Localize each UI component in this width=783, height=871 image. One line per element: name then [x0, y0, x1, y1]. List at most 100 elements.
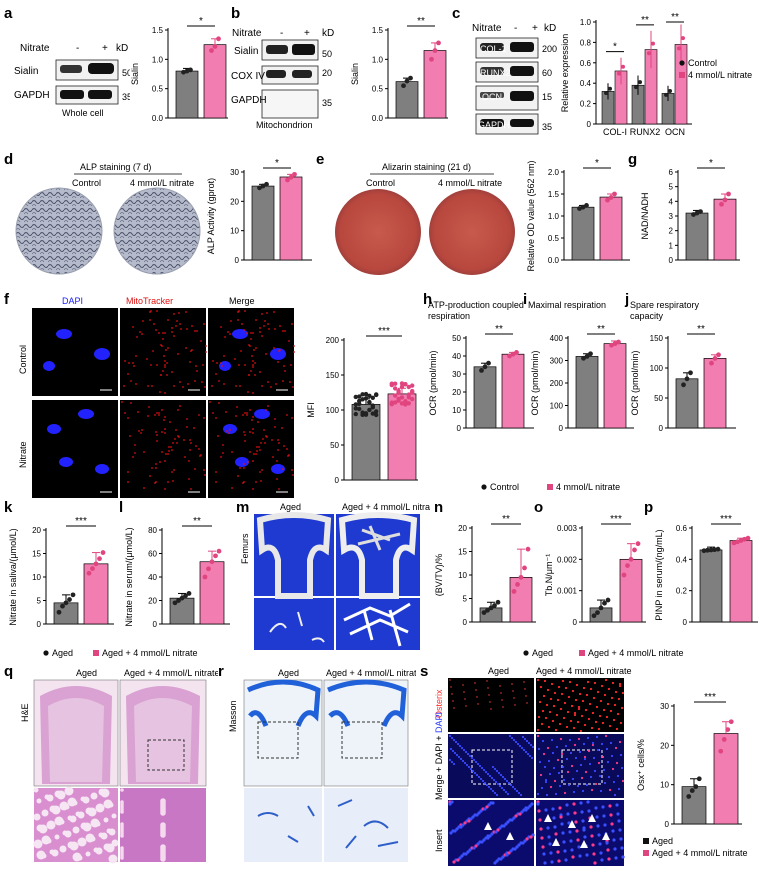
- osterix-dot: [565, 725, 569, 729]
- insert-dot: [564, 858, 568, 862]
- dapi-dot: [571, 777, 575, 781]
- insert-dot: [616, 812, 620, 816]
- insert-dot: [613, 847, 617, 851]
- dapi-dot: [510, 736, 514, 740]
- data-point: [693, 784, 699, 790]
- osterix-dot: [586, 680, 590, 684]
- mito-dot: [263, 325, 265, 327]
- chart-p: 0 0.2 0.4 0.6 PINP in serum/(ng/mL) ***: [654, 514, 758, 627]
- mito-dot: [229, 333, 231, 335]
- dapi-dot: [514, 740, 518, 744]
- insert-dot: [621, 855, 625, 859]
- mito-dot: [152, 350, 154, 352]
- dapi-dot: [608, 788, 612, 792]
- mito-dot: [229, 429, 231, 431]
- mito-dot: [237, 475, 239, 477]
- mito-dot: [167, 481, 169, 483]
- y-tick-label: 0: [335, 476, 340, 485]
- insert-dot: [582, 828, 586, 832]
- bar: [169, 597, 195, 625]
- panel-m-images: Aged Aged + 4 mmol/L nitrate Femurs: [240, 502, 430, 650]
- osterix-dot: [538, 700, 542, 704]
- osterix-dot: [578, 692, 582, 696]
- svg-text:Control: Control: [366, 178, 395, 188]
- data-point: [396, 390, 401, 396]
- he-space: [59, 845, 67, 853]
- mito-dot: [189, 439, 191, 441]
- data-point: [367, 400, 372, 405]
- panel-c-label: c: [452, 5, 461, 22]
- mito-dot: [244, 310, 246, 312]
- mito-dot: [151, 467, 153, 469]
- insert-dot: [586, 800, 590, 804]
- mito-dot: [289, 381, 291, 383]
- bar: [501, 353, 525, 429]
- insert-dot: [469, 817, 473, 821]
- svg-text:COX IV: COX IV: [231, 71, 265, 82]
- mito-dot: [205, 345, 207, 347]
- svg-text:ALP staining (7 d): ALP staining (7 d): [80, 162, 151, 172]
- data-point: [651, 41, 655, 46]
- panel-r-label: r: [218, 663, 224, 680]
- panel-f-images: DAPI MitoTracker Merge Control Nitrate: [18, 296, 295, 498]
- svg-text:GAPDH: GAPDH: [14, 90, 50, 101]
- bar: [473, 366, 497, 429]
- y-tick-label: 50: [654, 394, 663, 403]
- insert-dot: [600, 858, 604, 862]
- panel-k-label: k: [4, 499, 13, 516]
- dapi-dot: [466, 752, 470, 756]
- data-point: [403, 402, 408, 407]
- mito-dot: [253, 349, 255, 351]
- mito-dot: [164, 360, 166, 362]
- mito-dot: [185, 347, 187, 349]
- osterix-dot: [540, 722, 544, 726]
- dapi-dot: [619, 753, 623, 757]
- dapi-dot: [602, 768, 606, 772]
- y-tick-label: 4: [669, 197, 674, 206]
- y-tick-label: 1.5: [152, 26, 164, 35]
- data-point: [360, 392, 365, 397]
- mito-dot: [148, 406, 150, 408]
- dapi-dot: [494, 780, 498, 784]
- bar: [675, 378, 699, 429]
- data-point: [726, 191, 731, 197]
- dapi-dot: [460, 746, 464, 750]
- nitrate-label: Nitrate: [20, 43, 50, 54]
- panel-p-label: p: [644, 499, 654, 516]
- he-space: [103, 843, 111, 851]
- mito-dot: [236, 406, 238, 408]
- svg-text:Masson: Masson: [228, 700, 238, 732]
- dapi-dot: [593, 769, 597, 773]
- osterix-dot: [501, 699, 503, 701]
- osterix-dot: [474, 682, 476, 684]
- he-space: [41, 835, 51, 845]
- dapi-dot: [613, 793, 617, 797]
- y-tick-label: 0: [683, 618, 688, 627]
- dapi-dot: [594, 782, 598, 786]
- data-point: [681, 36, 685, 41]
- osterix-dot: [537, 715, 541, 719]
- dapi-dot: [583, 757, 587, 761]
- chart-n: 0 5 10 15 20 (BV/TV)/% **: [434, 514, 536, 627]
- mito-dot: [222, 444, 224, 446]
- svg-text:-: -: [280, 28, 283, 39]
- y-tick-label: 0.5: [548, 234, 560, 243]
- data-point: [403, 399, 408, 404]
- osterix-dot: [602, 708, 606, 712]
- osterix-dot: [512, 690, 514, 692]
- panel-q-images: Aged Aged + 4 mmol/L nitrate H&E: [20, 668, 218, 864]
- significance-label: *: [275, 158, 279, 169]
- dapi-dot: [610, 754, 614, 758]
- y-tick-label: 1.0: [548, 212, 560, 221]
- mito-dot: [202, 364, 204, 366]
- insert-dot: [589, 825, 593, 829]
- y-tick-label: 0: [457, 424, 462, 433]
- mito-dot: [198, 414, 200, 416]
- data-point: [716, 352, 721, 358]
- svg-text:35: 35: [542, 122, 552, 132]
- mito-dot: [173, 385, 175, 387]
- mito-dot: [256, 446, 258, 448]
- data-point: [488, 605, 494, 611]
- mito-dot: [134, 444, 136, 446]
- insert-dot: [510, 818, 514, 822]
